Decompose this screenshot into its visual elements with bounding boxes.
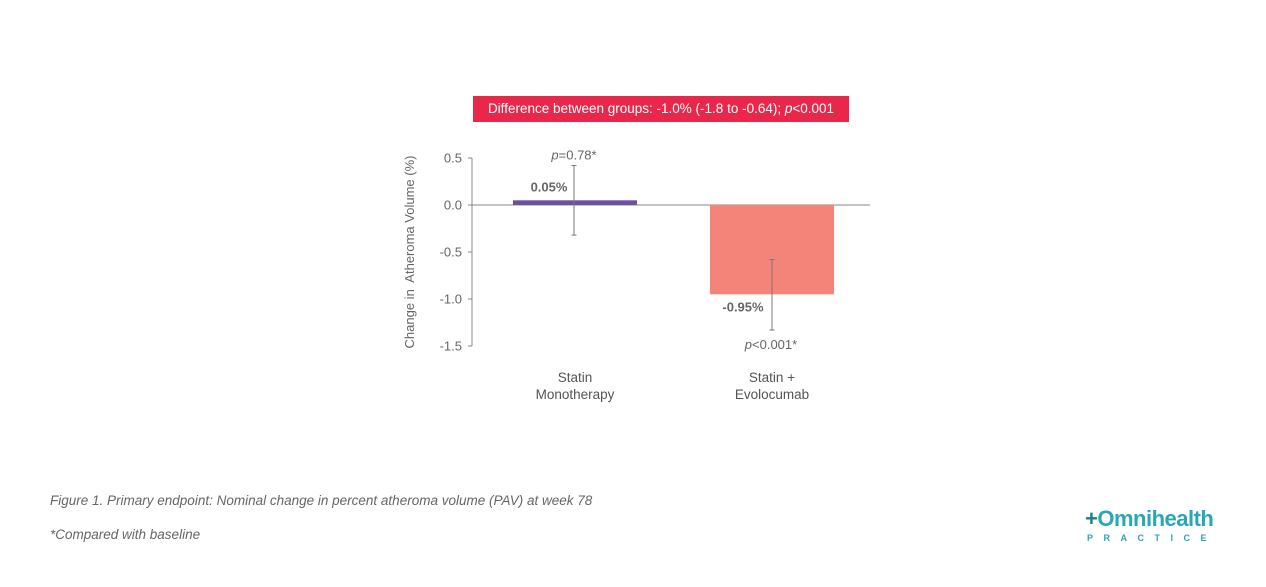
value-label: -0.95%	[722, 299, 764, 314]
p-value-label: p<0.001*	[744, 337, 797, 352]
banner-p: p	[784, 101, 793, 116]
p-italic: p	[550, 148, 558, 163]
banner-text: Difference between groups: -1.0% (-1.8 t…	[487, 101, 785, 116]
difference-banner: Difference between groups: -1.0% (-1.8 t…	[473, 96, 849, 122]
y-tick-label: -0.5	[440, 245, 462, 260]
logo-wordmark: +Omnihealth	[1085, 506, 1214, 532]
logo-subtitle: PRACTICE	[1087, 533, 1218, 543]
y-tick-label: 0.5	[444, 151, 462, 166]
y-axis-title: Change in Atheroma Volume (%)	[402, 156, 417, 349]
p-italic: p	[744, 337, 752, 352]
logo-main-text: Omnihealth	[1097, 506, 1214, 531]
category-label: Statin +	[749, 370, 795, 385]
banner-p-value: <0.001	[792, 101, 835, 116]
p-value-label: p=0.78*	[550, 148, 596, 163]
y-tick-label: 0.0	[444, 198, 462, 213]
p-value: <0.001*	[752, 337, 797, 352]
logo-plus: +	[1085, 506, 1098, 531]
y-tick-label: -1.5	[440, 339, 462, 354]
category-label: Evolocumab	[735, 387, 809, 402]
bar-1	[513, 200, 637, 205]
footnote: *Compared with baseline	[50, 527, 201, 542]
value-label: 0.05%	[531, 179, 568, 194]
category-label: Statin	[558, 370, 593, 385]
y-tick-label: -1.0	[440, 292, 462, 307]
figure-caption: Figure 1. Primary endpoint: Nominal chan…	[50, 493, 593, 508]
category-label: Monotherapy	[536, 387, 615, 402]
p-value: =0.78*	[559, 148, 597, 163]
omnihealth-logo: +Omnihealth PRACTICE	[1082, 506, 1222, 546]
